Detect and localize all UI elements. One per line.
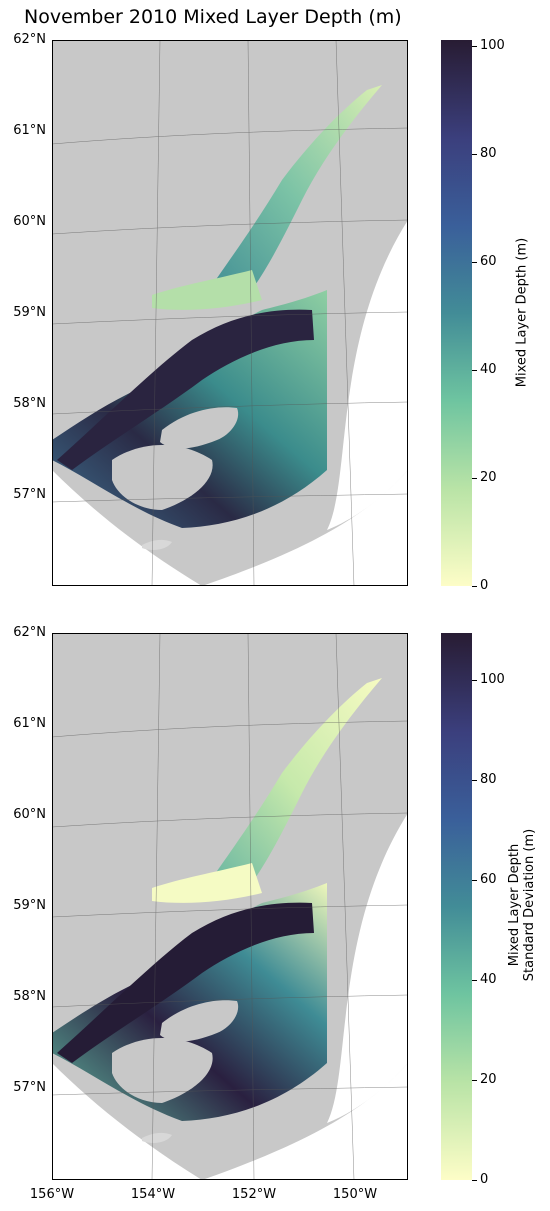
graticule <box>52 40 408 586</box>
figure-title: November 2010 Mixed Layer Depth (m) <box>24 6 402 28</box>
island-kodiak <box>112 445 213 510</box>
lat-label-62n: 62°N <box>13 625 46 640</box>
cook-inlet <box>202 85 382 302</box>
lon-label-152w: 152°W <box>231 1187 277 1202</box>
map-panel-mld-std-dev <box>52 633 408 1180</box>
cbar-top-label-60: 60 <box>480 254 497 269</box>
open-ocean-left <box>52 1063 202 1180</box>
cbar-bottom-label-40: 40 <box>480 972 497 987</box>
open-ocean-left <box>52 470 202 586</box>
cbar-top-tick-60 <box>472 262 477 263</box>
lat-label-61n: 61°N <box>13 716 46 731</box>
cbar-top-label-0: 0 <box>480 578 489 593</box>
cbar-top-tick-0 <box>472 586 477 587</box>
semidi-islands <box>142 1132 172 1143</box>
lon-label-156w: 156°W <box>29 1187 75 1202</box>
cbar-bottom-label-0: 0 <box>480 1172 489 1187</box>
cbar-top-tick-100 <box>472 46 477 47</box>
lat-label-60n: 60°N <box>13 214 46 229</box>
map-frame <box>52 40 408 586</box>
cbar-bottom-tick-0 <box>472 1180 477 1181</box>
cbar-bottom-label-80: 80 <box>480 772 497 787</box>
cbar-bottom-label-60: 60 <box>480 872 497 887</box>
cbar-top-label-80: 80 <box>480 146 497 161</box>
deep-channel <box>57 309 314 470</box>
lat-label-62n: 62°N <box>13 32 46 47</box>
cbar-top-tick-20 <box>472 478 477 479</box>
cbar-bottom-tick-100 <box>472 680 477 681</box>
lat-label-61n: 61°N <box>13 123 46 138</box>
lat-label-60n: 60°N <box>13 807 46 822</box>
lat-label-58n: 58°N <box>13 396 46 411</box>
map-frame <box>52 633 408 1180</box>
map-canvas <box>52 633 408 1180</box>
colorbar-bottom-title-line1: Mixed Layer Depth <box>507 843 522 967</box>
open-ocean-right <box>202 1063 408 1180</box>
cbar-bottom-tick-20 <box>472 1080 477 1081</box>
lon-label-150w: 150°W <box>332 1187 378 1202</box>
lon-label-154w: 154°W <box>130 1187 176 1202</box>
cbar-top-label-20: 20 <box>480 470 497 485</box>
colorbar-top <box>441 40 472 586</box>
island-afognak <box>160 407 239 449</box>
cbar-top-label-100: 100 <box>480 38 505 53</box>
graticule <box>52 633 408 1180</box>
cbar-bottom-tick-40 <box>472 980 477 981</box>
colorbar-bottom <box>441 633 472 1180</box>
deep-channel <box>57 902 314 1063</box>
cbar-bottom-label-20: 20 <box>480 1072 497 1087</box>
cbar-bottom-tick-80 <box>472 780 477 781</box>
cbar-top-tick-80 <box>472 154 477 155</box>
cbar-bottom-tick-60 <box>472 880 477 881</box>
cbar-top-tick-40 <box>472 370 477 371</box>
lat-label-57n: 57°N <box>13 1080 46 1095</box>
semidi-islands <box>142 539 172 550</box>
map-canvas <box>52 40 408 586</box>
cbar-top-label-40: 40 <box>480 362 497 377</box>
kachemak-shelf <box>152 270 262 310</box>
open-ocean-east <box>327 813 408 1123</box>
cook-inlet <box>202 678 382 895</box>
map-panel-mixed-layer-depth <box>52 40 408 586</box>
colorbar-bottom-title-line2: Standard Deviation (m) <box>522 828 537 982</box>
open-ocean-east <box>327 220 408 530</box>
colorbar-bottom-title: Mixed Layer Depth Standard Deviation (m) <box>507 815 537 995</box>
island-afognak <box>160 1000 239 1042</box>
lat-label-59n: 59°N <box>13 305 46 320</box>
lat-label-58n: 58°N <box>13 989 46 1004</box>
lat-label-59n: 59°N <box>13 898 46 913</box>
lat-label-57n: 57°N <box>13 487 46 502</box>
cbar-bottom-label-100: 100 <box>480 672 505 687</box>
kachemak-shelf <box>152 863 262 903</box>
colorbar-top-title: Mixed Layer Depth (m) <box>514 237 530 388</box>
island-kodiak <box>112 1038 213 1103</box>
open-ocean-right <box>202 470 408 586</box>
